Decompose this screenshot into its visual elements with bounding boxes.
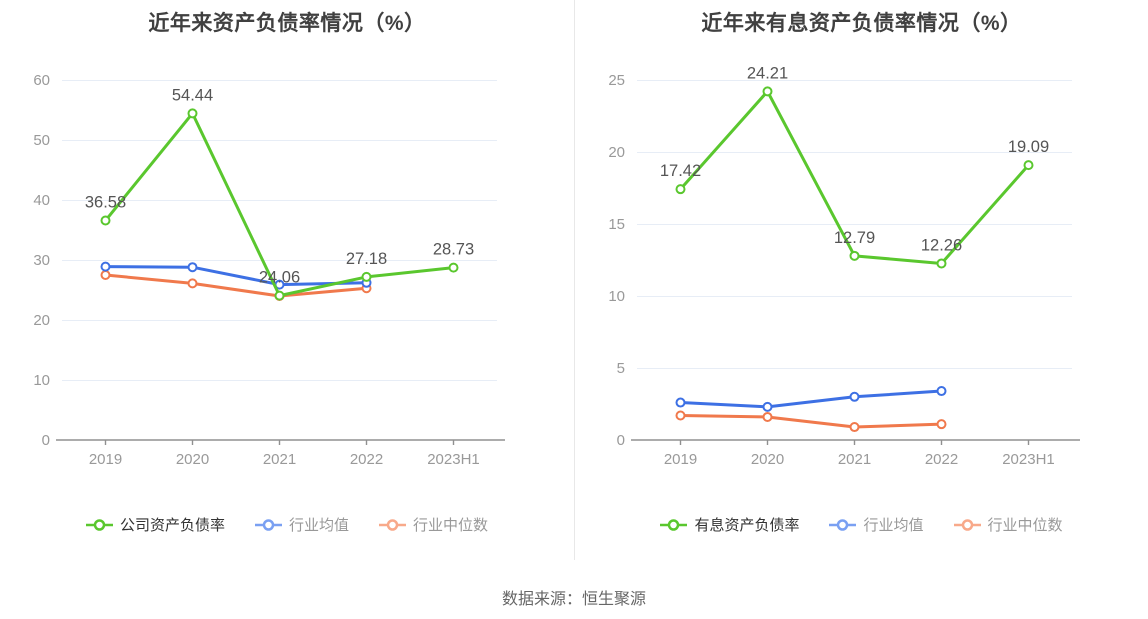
y-axis-tick-label: 0 [42, 432, 50, 449]
legend-item-industry-average[interactable]: 行业均值 [829, 514, 924, 535]
data-point-label: 12.79 [834, 229, 875, 247]
legend-interest-bearing: 有息资产负债率 行业均值 行业中位数 [575, 514, 1148, 535]
data-point [187, 262, 198, 273]
data-point [448, 262, 459, 273]
y-axis-tick-label: 30 [33, 252, 50, 269]
series-company-asset-liability-ratio [100, 108, 459, 301]
data-point [849, 250, 860, 261]
x-axis-tick-label: 2022 [350, 451, 383, 468]
interest-bearing-ratio-plot-svg: 0 5 10 15 20 25 2019 2020 2021 2022 2023H1 17.42 24.… [608, 64, 1080, 468]
x-axis: 2019 2020 2021 2022 2023H1 [631, 439, 1080, 468]
data-point [936, 419, 947, 430]
data-point [100, 261, 111, 272]
chart-title-asset-liability: 近年来资产负债率情况（%） [148, 12, 426, 35]
data-point [361, 271, 372, 282]
data-point [675, 184, 686, 195]
series-industry-median [675, 410, 947, 433]
data-point-label: 36.58 [85, 194, 126, 212]
data-point [936, 258, 947, 269]
data-point-label: 27.18 [346, 250, 387, 268]
data-point [675, 410, 686, 421]
charts-row: 0 10 20 30 40 50 60 2019 2020 2021 2022 2023H1 36.58… [0, 0, 1148, 560]
legend-line-marker-icon [829, 518, 857, 531]
y-axis-tick-label: 50 [33, 132, 50, 149]
legend-line-marker-icon [953, 518, 981, 531]
y-axis-tick-label: 20 [33, 312, 50, 329]
legend-line-marker-icon [660, 518, 688, 531]
y-axis-tick-label: 60 [33, 72, 50, 89]
x-axis-tick-label: 2019 [89, 451, 122, 468]
x-axis-tick-label: 2022 [925, 451, 958, 468]
y-axis-tick-label: 5 [617, 360, 625, 377]
legend-item-industry-average[interactable]: 行业均值 [254, 514, 349, 535]
interest-bearing-chart: 0 5 10 15 20 25 2019 2020 2021 2022 2023H1 17.42 24.… [575, 0, 1148, 492]
data-point-label: 54.44 [172, 86, 213, 104]
legend-line-marker-icon [254, 518, 282, 531]
legend-label: 行业中位数 [413, 517, 489, 534]
legend-label: 有息资产负债率 [694, 517, 800, 534]
series-interest-bearing-asset-liability-ratio [675, 86, 1034, 269]
data-point-label: 12.26 [921, 236, 962, 254]
legend-asset-liability: 公司资产负债率 行业均值 行业中位数 [0, 514, 574, 535]
gridlines [62, 80, 497, 381]
x-axis-tick-label: 2021 [263, 451, 296, 468]
chart-panel-asset-liability: 0 10 20 30 40 50 60 2019 2020 2021 2022 2023H1 36.58… [0, 0, 574, 560]
legend-line-marker-icon [85, 518, 113, 531]
y-axis-labels: 0 5 10 15 20 25 [608, 72, 625, 449]
legend-line-marker-icon [379, 518, 406, 531]
data-point-label: 24.06 [259, 269, 300, 287]
legend-item-company-asset-liability-ratio[interactable]: 公司资产负债率 [85, 514, 225, 535]
y-axis-tick-label: 10 [608, 288, 625, 305]
data-labels: 17.42 24.21 12.79 12.26 19.09 [660, 64, 1049, 254]
legend-label: 行业均值 [288, 517, 349, 534]
asset-liability-chart: 0 10 20 30 40 50 60 2019 2020 2021 2022 2023H1 36.58… [0, 0, 574, 492]
data-point [849, 422, 860, 433]
data-point [1023, 160, 1034, 171]
data-point [274, 290, 285, 301]
legend-label: 行业中位数 [987, 517, 1063, 534]
x-axis-tick-label: 2023H1 [427, 451, 480, 468]
legend-item-industry-median[interactable]: 行业中位数 [379, 514, 488, 535]
x-axis-tick-label: 2020 [176, 451, 209, 468]
legend-label: 行业均值 [863, 517, 924, 534]
x-axis: 2019 2020 2021 2022 2023H1 [56, 439, 505, 468]
data-point [762, 401, 773, 412]
data-labels: 36.58 54.44 24.06 27.18 28.73 [85, 86, 474, 286]
series-industry-average [100, 261, 372, 290]
data-point [100, 270, 111, 280]
footer: 数据来源：恒生聚源 [0, 560, 1148, 619]
data-point-label: 24.21 [747, 64, 788, 82]
legend-item-interest-bearing-asset-liability-ratio[interactable]: 有息资产负债率 [660, 514, 799, 535]
x-axis-tick-label: 2023H1 [1002, 451, 1055, 468]
y-axis-labels: 0 10 20 30 40 50 60 [33, 72, 50, 449]
y-axis-tick-label: 10 [33, 372, 50, 389]
data-point-label: 17.42 [660, 162, 701, 180]
y-axis-tick-label: 0 [617, 432, 625, 449]
data-point [187, 108, 198, 119]
data-point [100, 215, 111, 226]
series-industry-average [675, 386, 947, 412]
y-axis-tick-label: 15 [608, 216, 625, 233]
y-axis-tick-label: 40 [33, 192, 50, 209]
data-point [762, 411, 773, 422]
data-point [849, 391, 860, 402]
gridlines [637, 80, 1072, 369]
data-point-label: 28.73 [433, 241, 474, 259]
legend-label: 公司资产负债率 [119, 517, 225, 534]
chart-panel-interest-bearing: 0 5 10 15 20 25 2019 2020 2021 2022 2023H1 17.42 24.… [574, 0, 1148, 560]
x-axis-tick-label: 2020 [751, 451, 784, 468]
data-point [675, 397, 686, 408]
x-axis-tick-label: 2019 [664, 451, 697, 468]
y-axis-tick-label: 20 [608, 144, 625, 161]
legend-item-industry-median[interactable]: 行业中位数 [953, 514, 1063, 535]
data-point [936, 386, 947, 397]
data-source-note: 数据来源：恒生聚源 [501, 590, 646, 608]
data-point [762, 86, 773, 97]
y-axis-tick-label: 25 [608, 72, 625, 89]
data-point-label: 19.09 [1008, 138, 1049, 156]
x-axis-tick-label: 2021 [838, 451, 871, 468]
asset-liability-ratio-plot-svg: 0 10 20 30 40 50 60 2019 2020 2021 2022 2023H1 36.58… [33, 72, 505, 468]
data-point [187, 278, 198, 289]
chart-title-interest-bearing: 近年来有息资产负债率情况（%） [701, 12, 1022, 35]
